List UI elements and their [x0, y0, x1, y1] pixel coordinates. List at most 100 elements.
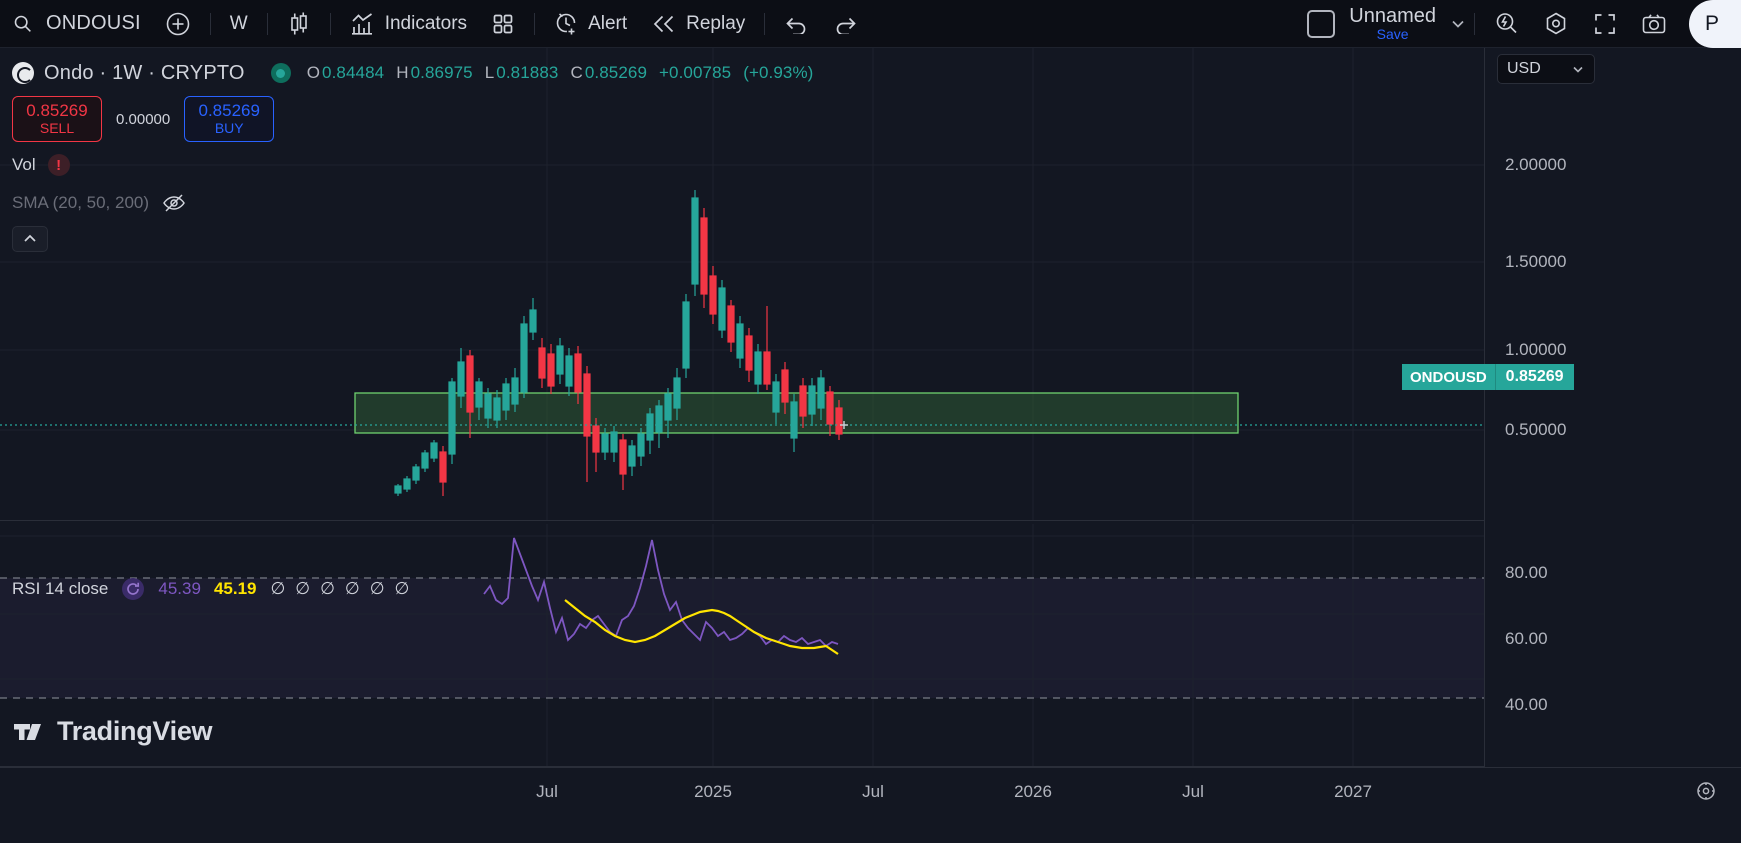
candlestick-icon [287, 11, 311, 37]
camera-icon [1641, 12, 1667, 36]
ohlc-high-key: H [396, 63, 409, 82]
alert-button[interactable]: Alert [543, 6, 638, 42]
toolbar-divider [764, 12, 766, 35]
replay-button[interactable]: Replay [640, 6, 756, 42]
price-change: +0.00785 [659, 63, 732, 82]
toolbar-divider [534, 12, 536, 35]
symbol-title: Ondo · 1W · CRYPTO [44, 61, 245, 84]
time-axis-label: 2026 [1014, 782, 1052, 801]
hex-gear-icon [1543, 11, 1569, 37]
rsi-axis-label: 60.00 [1505, 629, 1548, 648]
toolbar-divider [209, 12, 211, 35]
symbol-label: ONDOUSI [46, 12, 141, 34]
ohlc-close-value: 0.85269 [584, 63, 647, 82]
rsi-empty-slot: ∅ [344, 579, 360, 598]
ondo-logo-icon [12, 62, 34, 84]
rsi-empty-slot: ∅ [320, 579, 335, 598]
toolbar-divider [1474, 12, 1475, 35]
pane-divider-bottom[interactable] [0, 766, 1484, 767]
sell-label: SELL [39, 119, 75, 136]
price-badge-symbol: ONDOUSD [1402, 364, 1495, 390]
templates-button[interactable] [480, 6, 526, 42]
tradingview-logo-icon [14, 719, 48, 745]
price-axis-label: 1.00000 [1505, 340, 1567, 359]
price-chart-svg [0, 48, 1484, 520]
warning-exclamation-icon[interactable]: ! [47, 154, 70, 176]
alarm-clock-plus-icon [554, 11, 579, 36]
top-toolbar: ONDOUSI W [0, 0, 1741, 48]
ohlc-open-key: O [306, 63, 321, 82]
volume-label: Vol [12, 155, 36, 174]
buy-sell-row: 0.85269 SELL 0.00000 0.85269 BUY [12, 96, 815, 142]
refresh-circle-icon[interactable] [122, 578, 145, 600]
rsi-empty-slot: ∅ [295, 579, 311, 598]
search-icon [12, 13, 33, 34]
fullscreen-icon [1593, 12, 1617, 36]
price-gridlines [0, 48, 1484, 520]
price-axis-label: 1.50000 [1505, 252, 1567, 271]
sma-indicator-row[interactable]: SMA (20, 50, 200) [12, 188, 815, 218]
rsi-line [483, 537, 839, 648]
rsi-legend[interactable]: RSI 14 close 45.39 45.19 ∅ ∅ ∅ ∅ ∅ ∅ [12, 578, 419, 600]
indicators-label: Indicators [384, 12, 468, 34]
rsi-title: RSI 14 close [12, 579, 109, 598]
lightning-search-icon [1494, 11, 1519, 36]
price-axis-label: 2.00000 [1505, 155, 1567, 174]
toolbar-right-group: Unnamed Save [1289, 0, 1741, 48]
buy-button[interactable]: 0.85269 BUY [184, 96, 275, 142]
eye-off-icon[interactable] [162, 193, 186, 213]
symbol-search-button[interactable]: ONDOUSI [1, 6, 152, 42]
ohlc-low-value: 0.81883 [496, 63, 559, 82]
legend-collapse-button[interactable] [12, 226, 48, 252]
layout-save-group[interactable]: Unnamed Save [1349, 4, 1436, 42]
time-axis-label: 2027 [1334, 782, 1372, 801]
indicators-chart-icon [350, 12, 376, 36]
current-price-badge[interactable]: ONDOUSD 0.85269 [1402, 364, 1574, 390]
tradingview-watermark: TradingView [14, 716, 213, 747]
rsi-ma-value: 45.19 [213, 579, 257, 598]
user-profile-button[interactable]: P [1689, 0, 1741, 48]
price-axis-label: 0.50000 [1505, 420, 1567, 439]
chart-container[interactable] [0, 48, 1741, 843]
replay-label: Replay [686, 12, 746, 34]
tv-mark-svg [14, 723, 41, 740]
undo-button[interactable] [773, 6, 820, 42]
ohlc-low-key: L [484, 63, 495, 82]
chart-settings-button[interactable] [1532, 6, 1580, 42]
rsi-empty-slot: ∅ [270, 579, 286, 598]
redo-button[interactable] [822, 6, 869, 42]
add-symbol-button[interactable] [154, 6, 202, 42]
rsi-gridlines [0, 524, 1484, 766]
rsi-value: 45.39 [158, 579, 201, 598]
rsi-pane[interactable] [0, 524, 1484, 766]
currency-selector[interactable]: USD [1497, 54, 1595, 84]
ohlc-values: O 0.84484 H 0.86975 L 0.81883 C 0.85269 +0.00785… [307, 63, 816, 83]
volume-indicator-row[interactable]: Vol ! [12, 150, 815, 180]
chevron-down-icon [1571, 62, 1585, 76]
snapshot-button[interactable] [1630, 6, 1678, 42]
profile-initial: P [1705, 11, 1720, 35]
chevron-down-icon[interactable] [1449, 15, 1467, 33]
price-badge-value: 0.85269 [1494, 364, 1574, 390]
symbol-info-row[interactable]: Ondo · 1W · CRYPTO O 0.84484 H 0.86975 L 0.81… [12, 56, 815, 90]
rsi-empty-slot: ∅ [394, 579, 410, 598]
price-axis[interactable]: USD 2.00000 1.50000 1.00000 0.50000 ONDO… [1402, 48, 1741, 795]
interval-button[interactable]: W [219, 6, 259, 42]
toolbar-divider [266, 12, 268, 35]
time-axis[interactable]: Jul 2025 Jul 2026 Jul 2027 [0, 767, 1741, 843]
layout-square-icon[interactable] [1307, 9, 1336, 38]
gear-icon[interactable] [1695, 780, 1717, 802]
quick-search-button[interactable] [1483, 6, 1530, 42]
chart-type-button[interactable] [276, 6, 322, 42]
fullscreen-button[interactable] [1582, 6, 1628, 42]
pane-divider-top[interactable] [0, 520, 1484, 521]
toolbar-left-group: ONDOUSI W [0, 0, 870, 47]
rsi-band [0, 578, 1484, 698]
sell-button[interactable]: 0.85269 SELL [12, 96, 102, 142]
currency-label: USD [1507, 60, 1541, 77]
redo-arrow-icon [833, 14, 858, 34]
indicators-button[interactable]: Indicators [339, 6, 478, 42]
save-button[interactable]: Save [1376, 25, 1409, 42]
layout-name-label: Unnamed [1349, 4, 1436, 27]
rsi-axis-label: 40.00 [1505, 695, 1548, 714]
